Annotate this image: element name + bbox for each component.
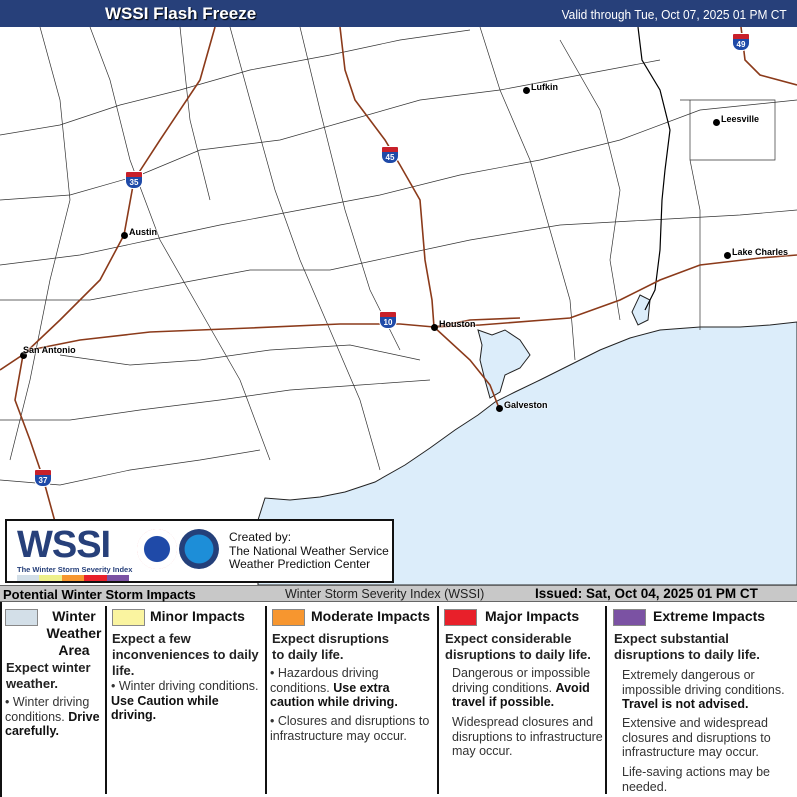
city-marker — [496, 405, 503, 412]
map[interactable]: Lufkin Leesville Austin Lake Charles Houston… — [0, 27, 797, 585]
divider — [437, 606, 439, 794]
legend-bullet: • Winter driving conditions. Use Caution… — [111, 679, 259, 722]
legend-bullet: Life-saving actions may be needed. — [622, 765, 770, 794]
interstate-shield-icon: 45 — [381, 146, 399, 164]
header-bar: WSSI Flash Freeze Valid through Tue, Oct… — [0, 0, 797, 27]
city-label: Lake Charles — [732, 247, 789, 257]
swatch — [613, 609, 646, 626]
legend-bullet: • Winter driving conditions. Drive caref… — [5, 695, 100, 738]
interstate-shield-icon: 37 — [34, 469, 52, 487]
legend-lead: Expect winter weather. — [6, 660, 91, 691]
interstate-number: 10 — [383, 318, 393, 327]
divider — [105, 606, 107, 794]
divider — [265, 606, 267, 794]
legend-bullet: • Hazardous driving conditions. Use extr… — [270, 666, 398, 709]
legend-lead: Expect considerable disruptions to daily… — [445, 631, 591, 662]
org-nws: The National Weather Service — [229, 543, 389, 558]
credits: Created by: The National Weather Service… — [229, 530, 389, 572]
swatch — [5, 609, 38, 626]
city-label: Lufkin — [531, 82, 558, 92]
city-label: Leesville — [721, 114, 760, 124]
city-marker — [431, 324, 438, 331]
interstate-shield-icon: 49 — [732, 33, 750, 51]
legend-lead: Expect substantial disruptions to daily … — [614, 631, 760, 662]
created-by: Created by: — [229, 530, 292, 544]
divider — [605, 606, 607, 794]
city-marker — [523, 87, 530, 94]
nws-seal-icon — [137, 529, 177, 569]
sabine-lake — [631, 294, 651, 326]
city-marker — [724, 252, 731, 259]
wssi-subtitle: The Winter Storm Severity Index — [17, 565, 133, 574]
interstate-number: 49 — [736, 40, 746, 49]
legend-title: Minor Impacts — [150, 608, 245, 624]
city-label: San Antonio — [23, 345, 76, 355]
impact-legend: Winter Weather Area Expect winter weathe… — [0, 602, 797, 797]
impacts-heading: Potential Winter Storm Impacts — [3, 587, 196, 602]
legend-lead: Expect disruptions to daily life. — [272, 631, 390, 662]
swatch — [444, 609, 477, 626]
wssi-color-strip — [17, 575, 130, 581]
issued-time: Issued: Sat, Oct 04, 2025 01 PM CT — [535, 586, 758, 601]
city-label: Austin — [129, 227, 157, 237]
wssi-logo: WSSI — [17, 524, 111, 566]
legend-title: Extreme Impacts — [653, 608, 766, 624]
interstate-number: 35 — [129, 178, 139, 187]
interstate-shield-icon: 35 — [125, 171, 143, 189]
legend-title: Moderate Impacts — [311, 608, 431, 624]
legend-moderate: Moderate Impacts Expect disruptions to d… — [268, 602, 437, 797]
legend-bullet: • Closures and disruptions to infrastruc… — [270, 714, 430, 743]
logo-box: WSSI The Winter Storm Severity Index Cre… — [5, 519, 394, 583]
city-label: Houston — [439, 319, 476, 329]
city-marker — [713, 119, 720, 126]
map-svg — [0, 27, 797, 585]
org-wpc: Weather Prediction Center — [229, 557, 371, 571]
legend-minor: Minor Impacts Expect a few inconvenience… — [108, 602, 265, 797]
noaa-seal-icon — [179, 529, 219, 569]
state-border — [637, 27, 671, 311]
index-name: Winter Storm Severity Index (WSSI) — [285, 587, 485, 601]
legend-winter-weather: Winter Weather Area Expect winter weathe… — [2, 602, 105, 797]
city-marker — [121, 232, 128, 239]
legend-title: Winter Weather Area — [46, 608, 102, 658]
swatch — [272, 609, 305, 626]
legend-title: Major Impacts — [485, 608, 580, 624]
interstate-number: 37 — [38, 476, 48, 485]
interstate-number: 45 — [385, 153, 395, 162]
legend-bullet: Extensive and widespread closures and di… — [622, 716, 771, 759]
legend-major: Major Impacts Expect considerable disrup… — [440, 602, 605, 797]
impacts-band: Potential Winter Storm Impacts Winter St… — [0, 585, 797, 602]
legend-lead: Expect a few inconveniences to daily lif… — [112, 631, 259, 678]
valid-time: Valid through Tue, Oct 07, 2025 01 PM CT — [561, 7, 787, 22]
legend-extreme: Extreme Impacts Expect substantial disru… — [608, 602, 797, 797]
legend-bullet: Widespread closures and disruptions to i… — [452, 715, 603, 758]
galveston-bay — [477, 329, 531, 399]
legend-bullet: Dangerous or impossible driving conditio… — [452, 666, 591, 709]
county-lines — [0, 27, 797, 486]
city-marker — [20, 352, 27, 359]
map-title: WSSI Flash Freeze — [105, 4, 257, 23]
legend-bullet: Extremely dangerous or impossible drivin… — [622, 668, 785, 711]
swatch — [112, 609, 145, 626]
interstate-shield-icon: 10 — [379, 311, 397, 329]
city-label: Galveston — [504, 400, 548, 410]
